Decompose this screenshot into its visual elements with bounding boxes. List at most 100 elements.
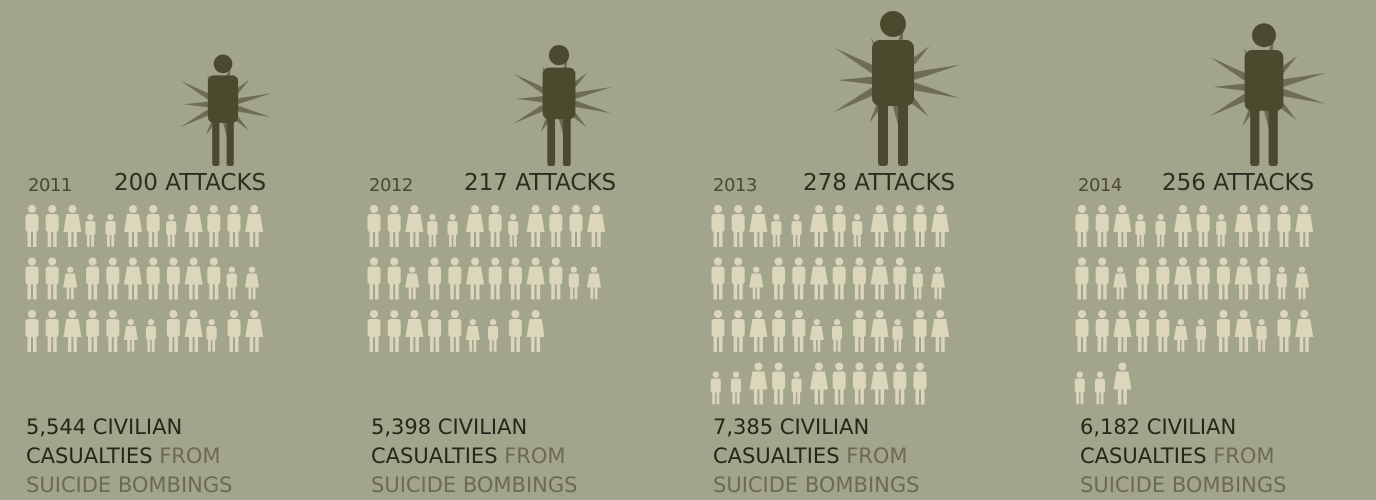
casualties-line-2: CASUALTIES FROM [1080, 442, 1286, 471]
casualties-word: CASUALTIES [26, 444, 153, 468]
person-icon [1234, 205, 1253, 247]
bomber-silhouette [542, 45, 576, 166]
person-icon [1276, 266, 1287, 300]
from-word: FROM [159, 444, 221, 468]
person-icon [447, 214, 458, 247]
person-icon [25, 310, 39, 352]
person-icon [1113, 362, 1132, 405]
person-icon [1173, 319, 1188, 352]
person-icon [913, 310, 927, 352]
casualties-line-2: CASUALTIES FROM [371, 442, 577, 471]
person-icon [913, 362, 927, 405]
attacks-count: 278 ATTACKS [803, 170, 956, 196]
person-icon [105, 214, 116, 247]
casualty-people-grid [1074, 205, 1314, 405]
person-icon [893, 257, 907, 300]
person-icon [106, 310, 120, 352]
person-icon [1136, 310, 1150, 352]
person-icon [367, 205, 381, 247]
casualties-line-3: SUICIDE BOMBINGS [1080, 473, 1287, 497]
person-icon [184, 257, 203, 300]
person-icon [587, 205, 606, 247]
person-icon [931, 310, 950, 352]
person-icon [427, 214, 438, 247]
from-word: FROM [504, 444, 566, 468]
person-icon [711, 205, 725, 247]
person-icon [1234, 310, 1253, 352]
person-icon [1113, 266, 1128, 300]
year-label: 2014 [1078, 175, 1122, 196]
casualties-line-3: SUICIDE BOMBINGS [371, 473, 578, 497]
casualties-line-1: 5,398 CIVILIAN [371, 415, 528, 439]
casualties-word: CASUALTIES [713, 444, 840, 468]
casualties-line-2: CASUALTIES FROM [26, 442, 232, 471]
person-icon [549, 257, 563, 300]
person-icon [465, 319, 480, 352]
casualties-statement: 6,182 CIVILIAN CASUALTIES FROM SUICIDE B… [1080, 413, 1286, 500]
person-icon [711, 310, 725, 352]
person-icon [586, 266, 602, 300]
year-panel-2012: 2012 217 ATTACKS 5,398 CIVILIAN CASUALTI… [343, 0, 643, 497]
person-icon [1075, 205, 1089, 247]
person-icon [731, 257, 745, 300]
person-icon [1216, 257, 1230, 300]
person-icon [526, 205, 545, 247]
person-icon [146, 205, 160, 247]
casualties-statement: 5,398 CIVILIAN CASUALTIES FROM SUICIDE B… [371, 413, 577, 500]
person-icon [227, 310, 241, 352]
person-icon [1216, 214, 1227, 247]
person-icon [1196, 205, 1210, 247]
casualties-word: CASUALTIES [1080, 444, 1207, 468]
person-icon [852, 257, 866, 300]
person-icon [912, 266, 923, 300]
person-icon [831, 319, 843, 352]
person-icon [387, 310, 401, 352]
person-icon [166, 310, 180, 352]
from-word: FROM [1213, 444, 1275, 468]
person-icon [1136, 257, 1150, 300]
person-icon [1195, 319, 1207, 352]
person-icon [448, 310, 462, 352]
person-icon [1216, 310, 1230, 352]
person-icon [1256, 319, 1267, 352]
person-icon [63, 205, 82, 247]
person-icon [1075, 310, 1089, 352]
casualties-word: CASUALTIES [371, 444, 498, 468]
attacks-count: 200 ATTACKS [114, 170, 267, 196]
casualties-statement: 7,385 CIVILIAN CASUALTIES FROM SUICIDE B… [713, 413, 919, 500]
person-icon [1155, 214, 1166, 247]
person-icon [45, 205, 59, 247]
person-icon [749, 266, 764, 300]
person-icon [226, 266, 237, 300]
person-icon [1113, 310, 1132, 352]
person-icon [45, 257, 59, 300]
person-icon [166, 257, 180, 300]
person-icon [367, 310, 381, 352]
person-icon [852, 214, 863, 247]
person-icon [791, 214, 802, 247]
person-icon [749, 205, 768, 247]
person-icon [145, 319, 157, 352]
casualties-line-3: SUICIDE BOMBINGS [26, 473, 233, 497]
person-icon [893, 205, 907, 247]
person-icon [405, 310, 424, 352]
year-panel-2011: 2011 200 ATTACKS 5,544 CIVILIAN CASUALTI… [0, 0, 300, 497]
person-icon [206, 319, 217, 352]
person-icon [184, 310, 203, 352]
person-icon [1095, 310, 1109, 352]
person-icon [1174, 257, 1192, 300]
person-icon [488, 205, 502, 247]
person-icon [428, 310, 442, 352]
casualty-people-grid [367, 205, 606, 352]
from-word: FROM [846, 444, 908, 468]
person-icon [870, 257, 889, 300]
person-icon [832, 205, 846, 247]
person-icon [772, 257, 786, 300]
person-icon [508, 214, 519, 247]
person-icon [526, 257, 545, 300]
person-icon [549, 205, 563, 247]
person-icon [772, 362, 786, 405]
person-icon [387, 205, 401, 247]
person-icon [772, 310, 786, 352]
bomber-silhouette [207, 54, 239, 166]
